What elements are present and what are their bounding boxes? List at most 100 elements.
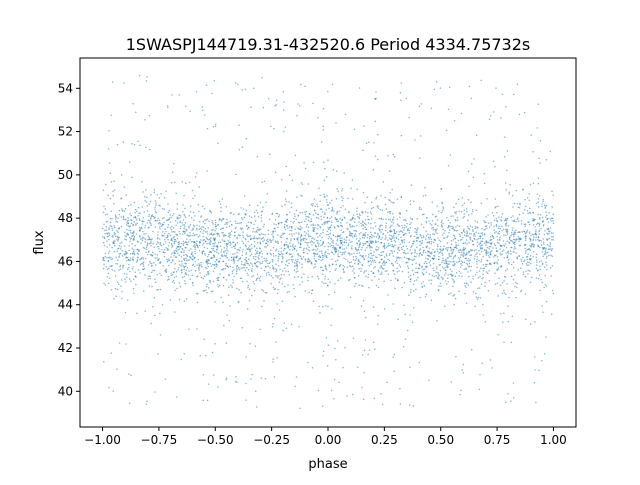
data-point <box>456 229 459 232</box>
data-point <box>453 260 455 263</box>
data-point <box>487 222 490 224</box>
data-point <box>464 292 466 295</box>
data-point <box>223 250 225 252</box>
data-point <box>531 276 533 278</box>
data-point <box>178 260 181 262</box>
data-point <box>508 262 510 265</box>
data-point <box>418 253 421 255</box>
data-point <box>177 266 180 269</box>
data-point <box>404 218 406 221</box>
data-point <box>401 240 403 243</box>
data-point <box>346 395 348 397</box>
data-point <box>174 181 176 184</box>
data-point <box>197 246 199 249</box>
data-point <box>278 309 281 311</box>
data-point <box>446 242 449 244</box>
data-point <box>248 288 251 290</box>
data-point <box>480 261 482 263</box>
data-point <box>373 235 375 238</box>
data-point <box>188 328 190 330</box>
data-point <box>460 262 462 265</box>
data-point <box>123 245 126 247</box>
data-point <box>416 236 419 239</box>
data-point <box>524 244 526 246</box>
data-point <box>389 226 391 229</box>
data-point <box>494 244 497 247</box>
data-point <box>311 204 314 207</box>
data-point <box>411 252 413 254</box>
data-point <box>121 241 123 243</box>
data-point <box>296 196 298 198</box>
data-point <box>267 262 269 265</box>
data-point <box>441 261 443 264</box>
data-point <box>226 265 229 267</box>
data-point <box>348 239 351 241</box>
data-point <box>413 200 415 202</box>
data-point <box>402 251 405 254</box>
data-point <box>368 243 371 245</box>
data-point <box>378 228 380 230</box>
data-point <box>341 225 343 228</box>
data-point <box>190 253 193 256</box>
data-point <box>264 265 267 268</box>
data-point <box>422 280 425 283</box>
data-point <box>120 246 122 248</box>
data-point <box>103 236 106 238</box>
data-point <box>322 354 324 357</box>
data-point <box>132 266 134 268</box>
data-point <box>163 234 165 237</box>
data-point <box>299 284 301 286</box>
data-point <box>277 257 280 260</box>
data-point <box>512 382 515 384</box>
data-point <box>396 271 399 273</box>
data-point <box>458 251 460 254</box>
data-point <box>520 267 522 270</box>
data-point <box>384 238 386 240</box>
data-point <box>482 269 485 272</box>
data-point <box>500 265 503 268</box>
data-point <box>421 283 423 285</box>
data-point <box>491 367 493 369</box>
data-point <box>265 291 268 294</box>
data-point <box>381 209 384 212</box>
data-point <box>104 255 107 258</box>
data-point <box>364 231 367 234</box>
data-point <box>496 211 498 214</box>
data-point <box>312 248 315 251</box>
data-point <box>129 253 132 255</box>
data-point <box>198 249 201 252</box>
data-point <box>176 202 179 205</box>
data-point <box>500 220 503 222</box>
data-point <box>340 241 342 244</box>
data-point <box>328 220 330 223</box>
data-point <box>106 275 109 278</box>
data-point <box>327 252 329 255</box>
data-point <box>552 194 554 196</box>
data-point <box>149 148 151 151</box>
data-point <box>198 220 201 223</box>
data-point <box>161 207 164 210</box>
data-point <box>313 198 316 200</box>
data-point <box>169 299 172 301</box>
data-point <box>543 233 546 236</box>
data-point <box>251 276 253 278</box>
data-point <box>167 276 170 278</box>
data-point <box>321 236 323 239</box>
data-point <box>374 348 376 350</box>
data-point <box>340 229 342 231</box>
data-point <box>259 234 261 236</box>
data-point <box>513 219 516 222</box>
data-point <box>466 233 468 235</box>
data-point <box>168 209 171 212</box>
data-point <box>185 259 188 261</box>
data-point <box>292 243 294 246</box>
data-point <box>143 247 146 249</box>
data-point <box>116 288 119 291</box>
data-point <box>552 232 554 234</box>
data-point <box>331 199 333 202</box>
data-point <box>377 247 380 249</box>
data-point <box>202 220 205 223</box>
data-point <box>544 216 547 218</box>
data-point <box>488 270 490 272</box>
data-point <box>288 253 290 255</box>
